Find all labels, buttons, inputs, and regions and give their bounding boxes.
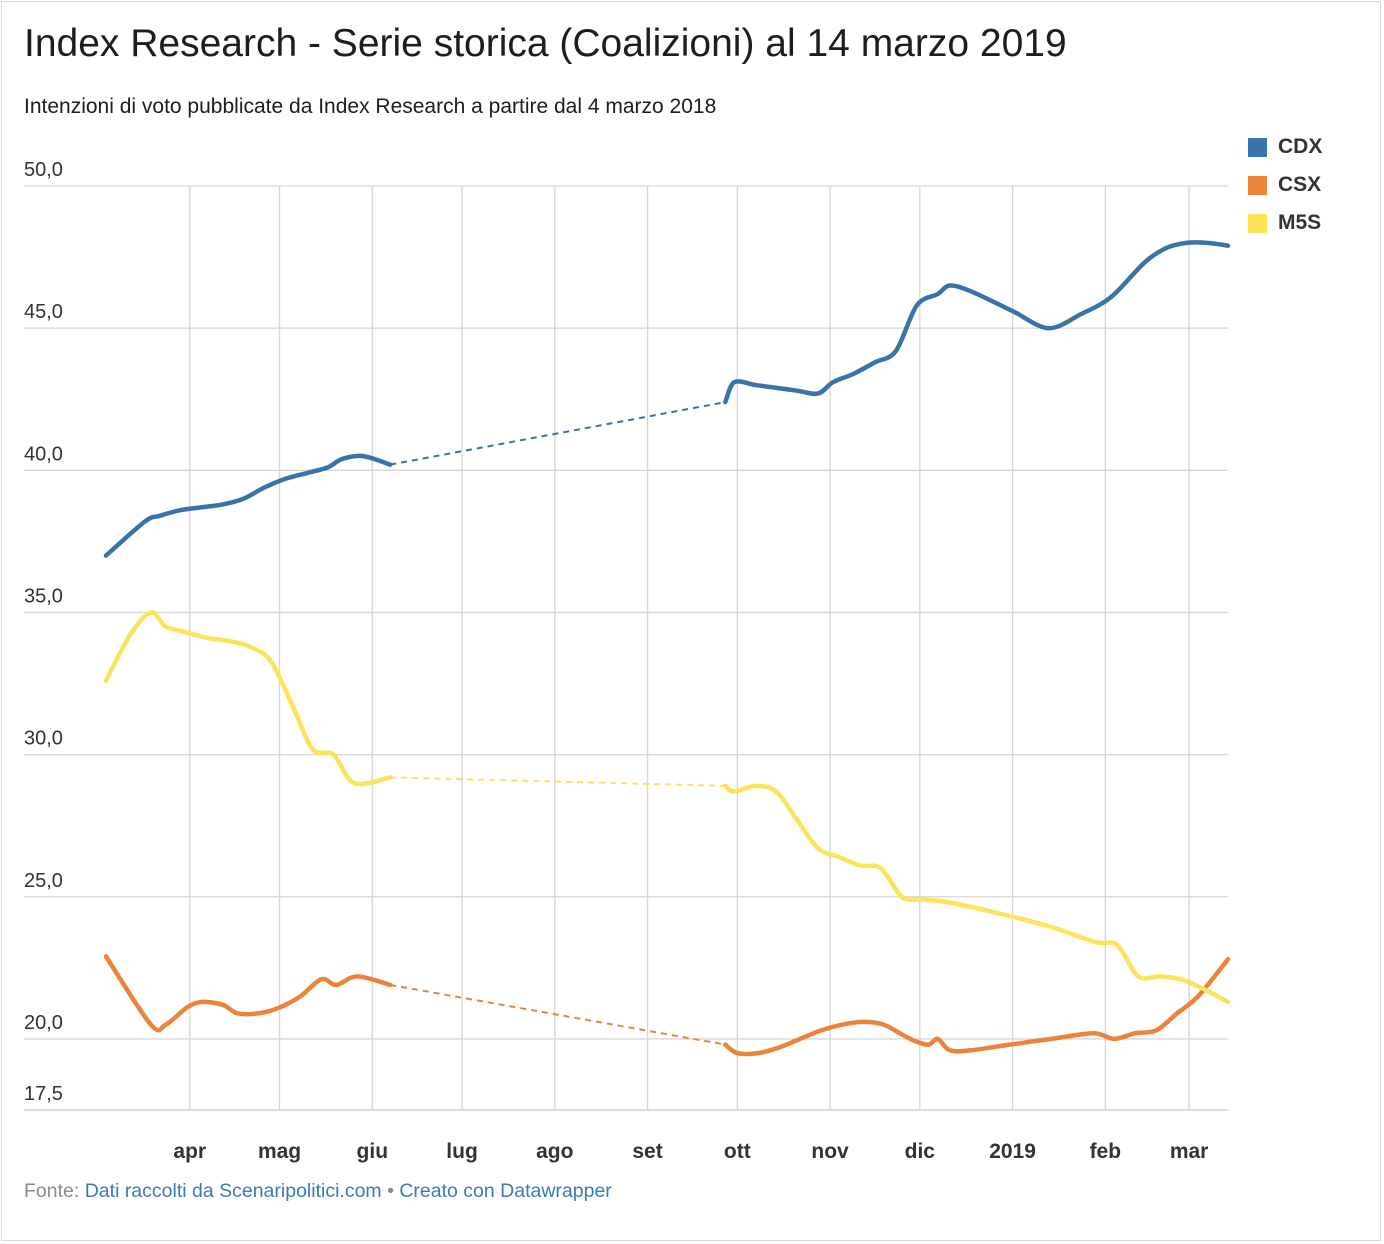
- x-tick-label: ott: [724, 1140, 751, 1163]
- x-tick-label: lug: [446, 1140, 478, 1163]
- legend-label-csx: CSX: [1278, 173, 1322, 196]
- legend-swatch-cdx: [1248, 137, 1267, 157]
- footer: Fonte: Dati raccolti da Scenaripolitici.…: [24, 1180, 612, 1203]
- x-tick-label: apr: [173, 1140, 206, 1163]
- y-tick-label: 40,0: [24, 443, 63, 465]
- x-tick-label: ago: [536, 1140, 573, 1163]
- x-tick-label: nov: [811, 1140, 849, 1163]
- y-tick-label: 30,0: [24, 728, 63, 750]
- series-line-csx-spring: [103, 954, 393, 1033]
- legend-label-m5s: M5S: [1278, 211, 1322, 234]
- legend-item-m5s: M5S: [1248, 204, 1322, 242]
- legend: CDX CSX M5S: [1248, 128, 1322, 242]
- legend-item-csx: CSX: [1248, 166, 1322, 204]
- y-tick-label: 50,0: [24, 159, 63, 181]
- legend-swatch-m5s: [1248, 213, 1267, 233]
- legend-swatch-csx: [1248, 175, 1267, 195]
- y-tick-label: 25,0: [24, 870, 63, 892]
- y-tick-label: 17,5: [24, 1083, 63, 1105]
- y-tick-label: 20,0: [24, 1012, 63, 1034]
- x-tick-label: feb: [1090, 1140, 1122, 1163]
- series-line-m5s-autumn: [723, 783, 1231, 1005]
- legend-label-cdx: CDX: [1278, 135, 1323, 158]
- series-line-csx-autumn: [723, 957, 1231, 1057]
- footer-separator: •: [387, 1180, 394, 1202]
- source-link[interactable]: Dati raccolti da Scenaripolitici.com: [84, 1180, 382, 1202]
- x-tick-label: set: [632, 1140, 662, 1163]
- series-line-cdx-autumn: [723, 240, 1231, 405]
- x-tick-label: dic: [905, 1140, 936, 1163]
- x-tick-label: mar: [1170, 1140, 1209, 1163]
- series-gap-cdx: [390, 401, 726, 466]
- legend-item-cdx: CDX: [1248, 128, 1322, 166]
- series-line-m5s-spring: [103, 610, 393, 787]
- chart-title: Index Research - Serie storica (Coalizio…: [24, 22, 1067, 65]
- footer-source-prefix: Fonte:: [24, 1180, 80, 1202]
- y-tick-label: 45,0: [24, 301, 63, 323]
- x-tick-label: mag: [258, 1140, 301, 1163]
- series-gap-csx: [390, 983, 726, 1046]
- series-line-cdx-spring: [103, 453, 393, 558]
- x-tick-label: 2019: [989, 1140, 1036, 1163]
- x-tick-label: giu: [357, 1140, 389, 1163]
- series-gap-m5s: [390, 776, 726, 787]
- datawrapper-link[interactable]: Creato con Datawrapper: [399, 1180, 612, 1202]
- y-tick-label: 35,0: [24, 585, 63, 607]
- chart-subtitle: Intenzioni di voto pubblicate da Index R…: [24, 95, 717, 118]
